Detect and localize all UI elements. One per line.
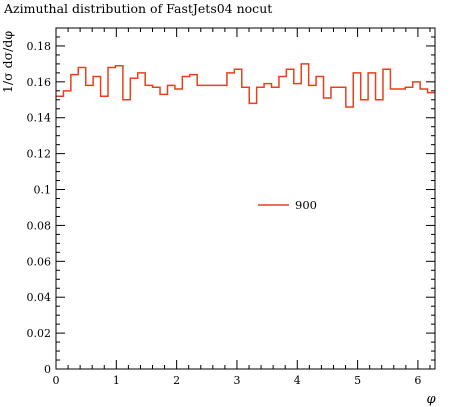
x-tick-label: 0 — [53, 374, 60, 387]
y-tick-label: 0.08 — [27, 219, 52, 232]
y-tick-label: 0.18 — [27, 40, 52, 53]
x-tick-label: 3 — [233, 374, 240, 387]
x-tick-label: 1 — [113, 374, 120, 387]
x-tick-label: 5 — [354, 374, 361, 387]
x-tick-label: 6 — [414, 374, 421, 387]
y-tick-label: 0.14 — [27, 112, 52, 125]
legend-label-900: 900 — [295, 198, 317, 212]
y-axis-label: 1/σ dσ/dφ — [0, 31, 15, 93]
y-tick-label: 0.16 — [27, 76, 52, 89]
y-tick-label: 0.04 — [27, 291, 52, 304]
plot-frame — [56, 28, 435, 369]
y-tick-label: 0.02 — [27, 327, 52, 340]
y-tick-label: 0 — [44, 363, 51, 376]
x-tick-label: 2 — [173, 374, 180, 387]
legend: 900 — [258, 198, 317, 212]
y-tick-label: 0.12 — [27, 148, 52, 161]
x-axis-label: φ — [426, 392, 436, 407]
y-tick-label: 0.1 — [34, 184, 52, 197]
y-tick-label: 0.06 — [27, 255, 52, 268]
x-tick-label: 4 — [294, 374, 301, 387]
chart-title: Azimuthal distribution of FastJets04 noc… — [3, 1, 272, 16]
series-line-900 — [56, 64, 435, 107]
